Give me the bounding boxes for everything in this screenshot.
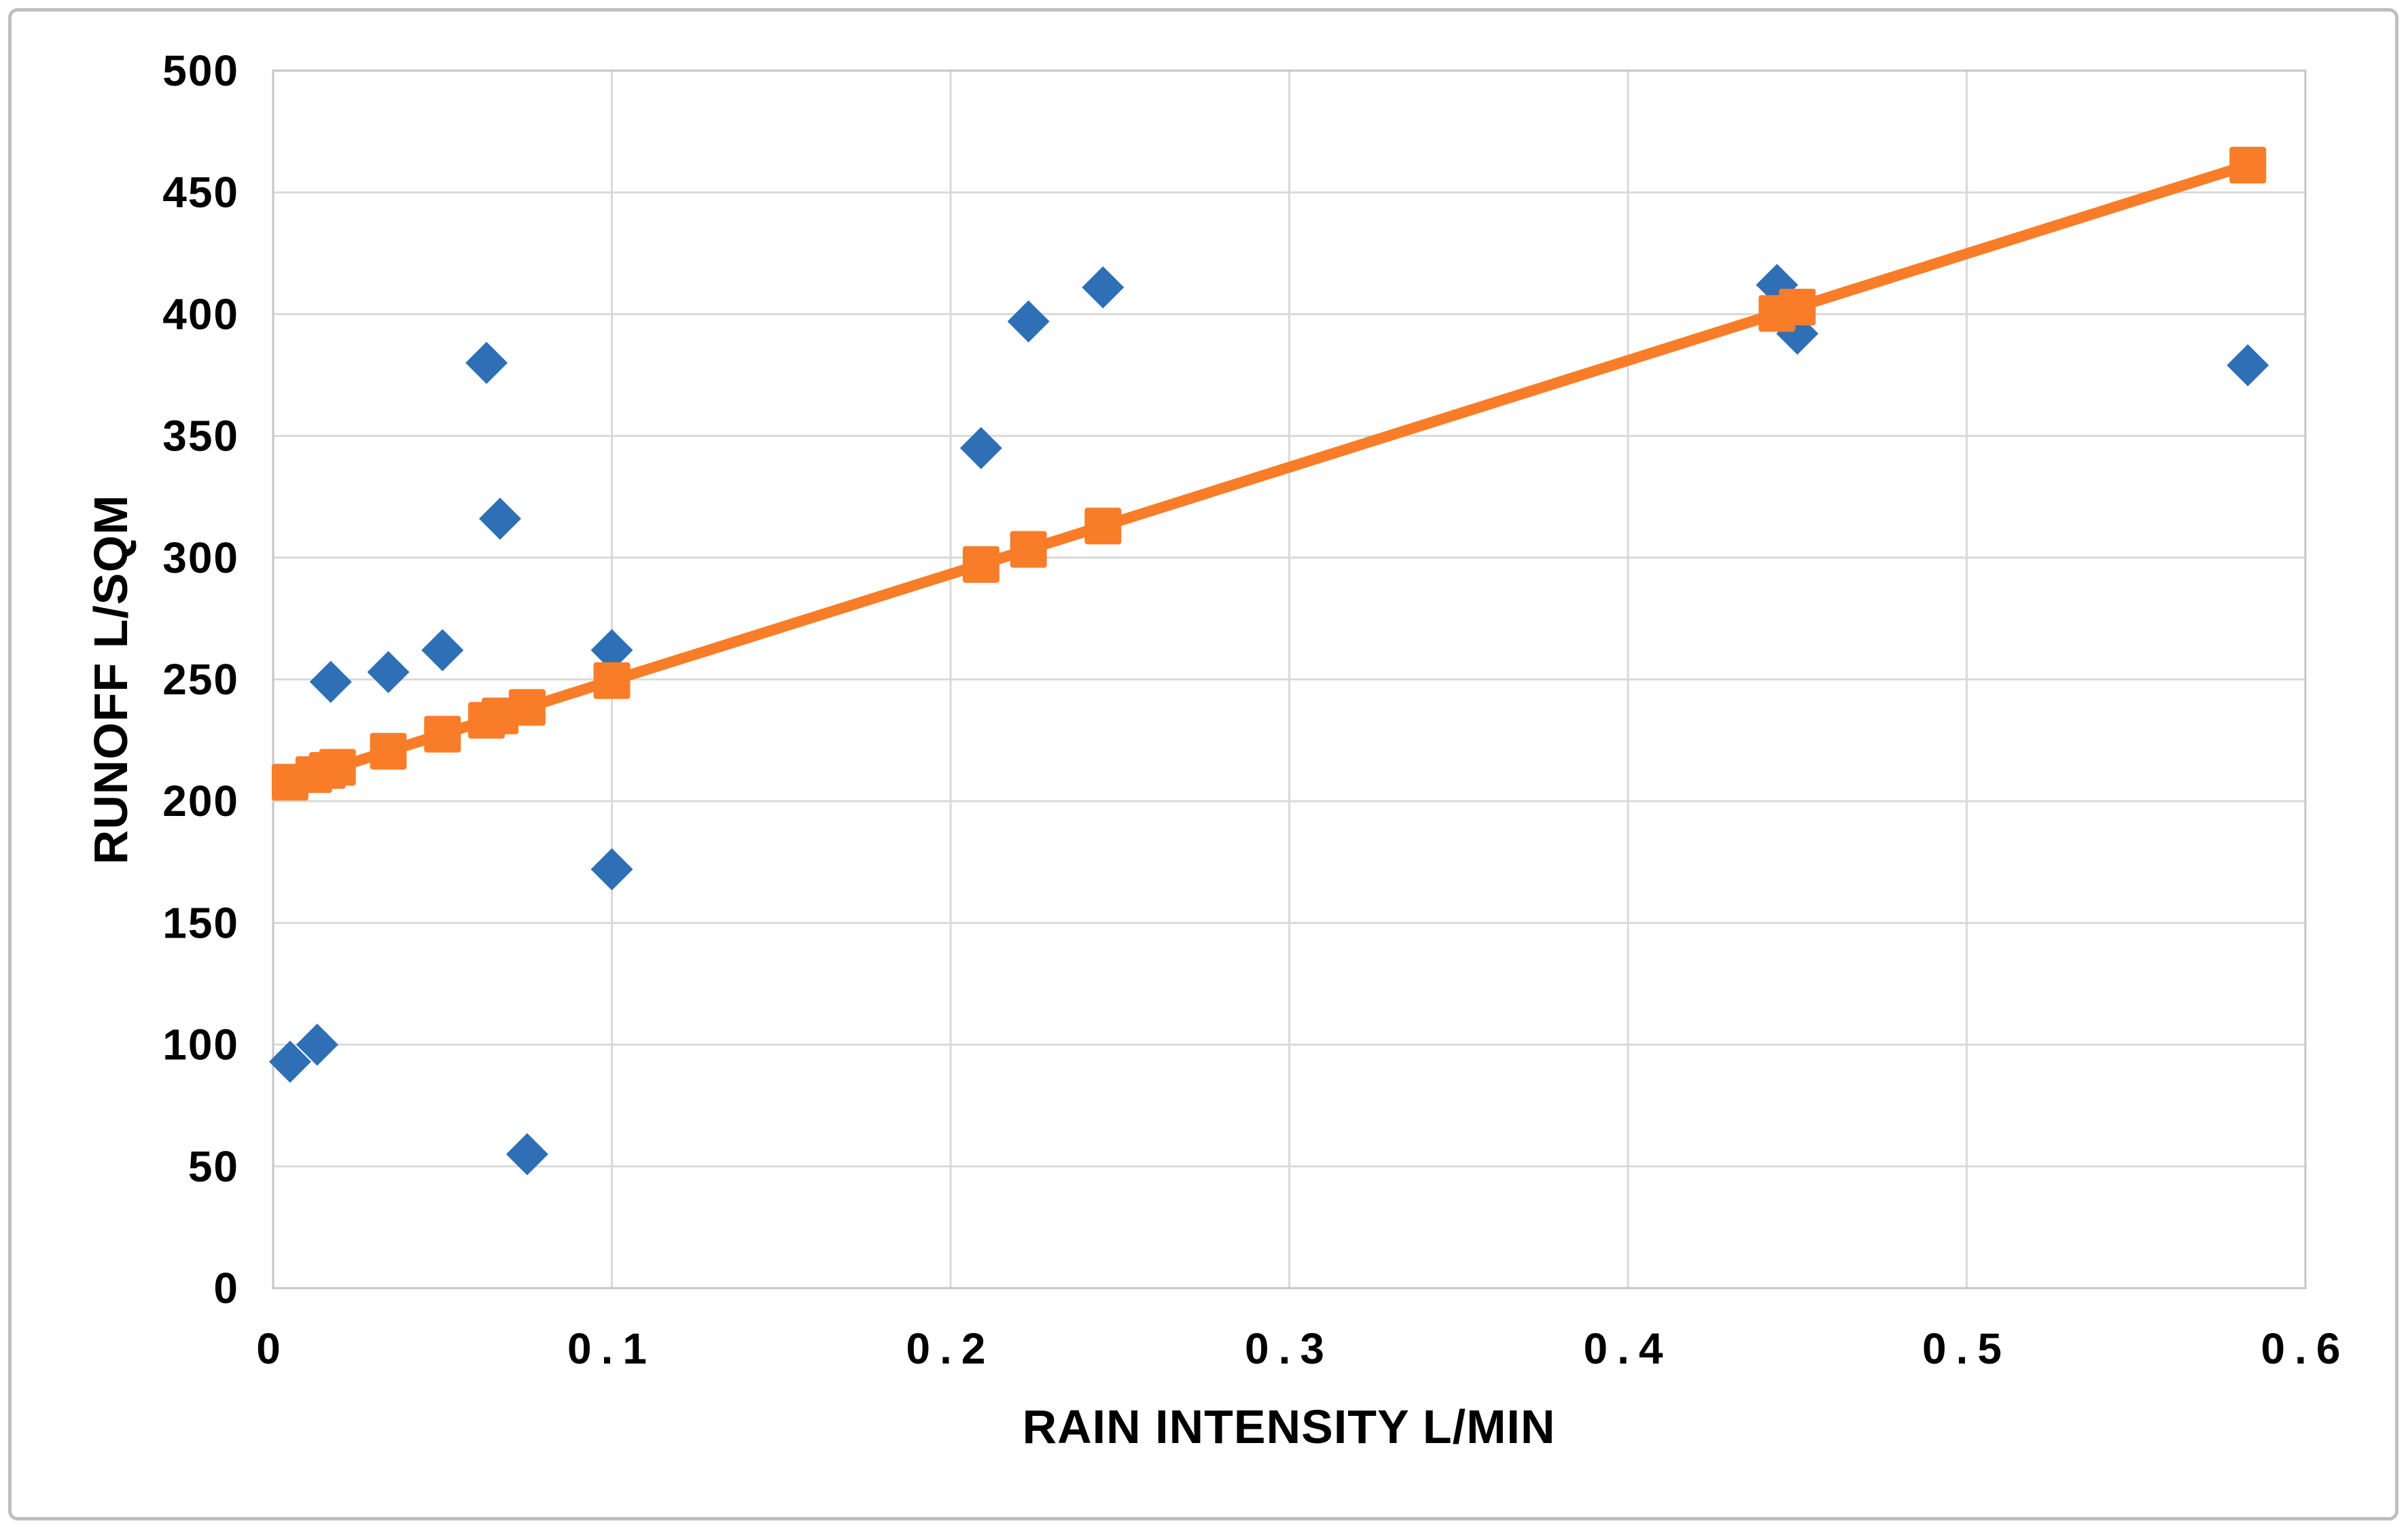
x-tick-label: 0 [256, 1324, 290, 1373]
x-axis-tick-labels: 0 0.1 0.2 0.3 0.4 0.5 0.6 [256, 1324, 2350, 1373]
square-marker [370, 732, 407, 770]
diamond-marker [2227, 344, 2269, 387]
square-marker [2229, 147, 2267, 184]
x-tick-label: 0.6 [2261, 1324, 2350, 1373]
x-tick-label: 0.5 [1922, 1324, 2011, 1373]
x-axis-title: RAIN INTENSITY L/MIN [1023, 1400, 1556, 1453]
square-marker [1010, 531, 1047, 568]
y-tick-label: 100 [162, 1020, 239, 1069]
trend-line [284, 160, 2254, 788]
y-tick-label: 150 [162, 898, 239, 947]
square-marker [1084, 508, 1122, 545]
y-axis-title: RUNOFF L/SQM [84, 495, 137, 865]
diamond-marker [296, 1023, 338, 1066]
orange-trendline-series [271, 147, 2267, 801]
diamond-marker [1082, 266, 1125, 308]
y-tick-label: 0 [213, 1264, 239, 1313]
y-tick-label: 200 [162, 777, 239, 825]
square-marker [593, 662, 631, 699]
y-tick-label: 400 [162, 289, 239, 338]
x-tick-label: 0.2 [906, 1324, 995, 1373]
diamond-marker [309, 660, 352, 703]
x-tick-label: 0.4 [1584, 1324, 1673, 1373]
square-marker [319, 749, 356, 786]
diamond-marker [590, 628, 633, 671]
y-tick-label: 350 [162, 412, 239, 461]
blue-diamond-series [268, 264, 2269, 1175]
square-marker [508, 689, 546, 726]
diamond-marker [959, 427, 1002, 469]
y-tick-label: 250 [162, 655, 239, 704]
plot-area-border [272, 69, 2307, 1289]
diamond-marker [590, 848, 633, 891]
diamond-marker [421, 628, 464, 671]
y-tick-label: 50 [188, 1142, 239, 1191]
y-tick-label: 450 [162, 168, 239, 217]
diamond-marker [1007, 300, 1050, 343]
diamond-marker [478, 497, 521, 540]
diamond-marker [367, 651, 410, 694]
y-axis-tick-labels: 0 50 100 150 200 250 300 350 400 450 500 [162, 46, 239, 1313]
gridlines [273, 71, 2305, 1288]
diamond-marker [268, 1040, 311, 1083]
y-tick-label: 300 [162, 533, 239, 582]
diamond-marker [506, 1133, 548, 1175]
x-tick-label: 0.3 [1245, 1324, 1334, 1373]
square-marker [1779, 289, 1816, 326]
x-tick-label: 0.1 [567, 1324, 656, 1373]
diamond-marker [465, 342, 508, 385]
square-marker [424, 715, 461, 753]
y-tick-label: 500 [162, 46, 239, 95]
square-marker [962, 546, 999, 583]
